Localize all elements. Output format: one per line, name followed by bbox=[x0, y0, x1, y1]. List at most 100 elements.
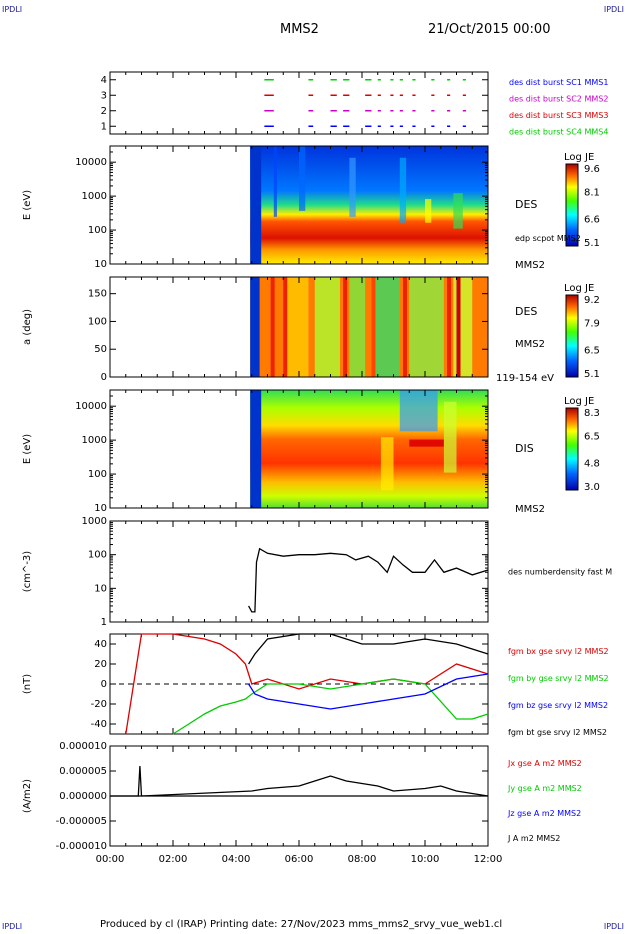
legend-entry-currents: Jz gse A m2 MMS2 bbox=[507, 809, 581, 818]
spectrogram-feature-dis_energy bbox=[399, 390, 438, 432]
y-axis-label: a (deg) bbox=[22, 309, 33, 345]
spectrogram-feature-des_pitch bbox=[314, 277, 340, 377]
panel-label-label: DIS bbox=[515, 442, 534, 455]
colorbar-tick-label: 5.1 bbox=[584, 238, 600, 249]
y-tick-label: 0 bbox=[101, 679, 107, 690]
y-tick-label: -0.000005 bbox=[56, 816, 107, 827]
spectrogram-stripe-des_pitch bbox=[283, 277, 288, 377]
colorbar-title: Log JE bbox=[564, 283, 594, 294]
burst-legend-entry: des dist burst SC1 MMS1 bbox=[509, 78, 608, 87]
x-tick-label: 04:00 bbox=[222, 854, 251, 865]
x-tick-label: 10:00 bbox=[411, 854, 440, 865]
y-tick-label: -0.000010 bbox=[56, 841, 107, 852]
x-tick-label: 02:00 bbox=[159, 854, 188, 865]
bottom-left-label: IPDLI bbox=[2, 922, 23, 931]
colorbar-tick-label: 8.3 bbox=[584, 408, 600, 419]
x-tick-label: 06:00 bbox=[285, 854, 314, 865]
top-left-label: IPDLI bbox=[2, 5, 23, 14]
y-tick-label: 50 bbox=[94, 344, 107, 355]
spectrogram-feature-des_pitch bbox=[286, 277, 309, 377]
y-tick-label: 1 bbox=[101, 617, 107, 628]
spacecraft-title: MMS2 bbox=[280, 22, 319, 37]
colorbar-tick-label: 4.8 bbox=[584, 459, 600, 470]
spectrogram-feature-dis_energy bbox=[380, 437, 394, 491]
colorbar-title: Log JE bbox=[564, 396, 594, 407]
y-axis-label: (A/m2) bbox=[22, 779, 33, 813]
y-tick-label: 1000 bbox=[82, 191, 107, 202]
y-tick-label: 3 bbox=[101, 90, 107, 101]
series-line-fgm bbox=[125, 633, 489, 735]
y-tick-label: 0.000005 bbox=[59, 766, 107, 777]
y-tick-label: 40 bbox=[94, 639, 107, 650]
panel-frame-density bbox=[109, 520, 489, 623]
series-line-currents bbox=[110, 765, 489, 797]
y-axis-label: (cm^-3) bbox=[22, 551, 33, 592]
burst-legend-entry: des dist burst SC4 MMS4 bbox=[509, 128, 608, 137]
panel-label-sc_label: MMS2 bbox=[515, 260, 545, 271]
spectrogram-onset-dis_energy bbox=[250, 390, 262, 508]
y-tick-label: 1000 bbox=[82, 435, 107, 446]
colorbar-title: Log JE bbox=[564, 152, 594, 163]
y-tick-label: 100 bbox=[88, 550, 107, 561]
colorbar-tick-label: 9.6 bbox=[584, 164, 600, 175]
y-axis-label: E (eV) bbox=[22, 434, 33, 464]
legend-entry-fgm: fgm bx gse srvy l2 MMS2 bbox=[508, 647, 609, 656]
spectrogram-feature-des_pitch bbox=[409, 277, 444, 377]
legend-entry-currents: Jy gse A m2 MMS2 bbox=[507, 784, 582, 793]
colorbar bbox=[565, 163, 579, 247]
spectrogram-feature-dis_energy bbox=[443, 401, 457, 473]
y-axis-label: (nT) bbox=[22, 674, 33, 694]
colorbar bbox=[565, 407, 579, 491]
spectrogram-feature-des_energy bbox=[453, 193, 463, 229]
y-tick-label: -40 bbox=[91, 719, 107, 730]
y-tick-label: 100 bbox=[88, 469, 107, 480]
y-tick-label: 1000 bbox=[82, 516, 107, 527]
y-tick-label: 2 bbox=[101, 106, 107, 117]
colorbar-tick-label: 3.0 bbox=[584, 482, 600, 493]
spectrogram-feature-des_energy bbox=[299, 146, 306, 211]
spectrogram-stripe-des_pitch bbox=[371, 277, 376, 377]
spectrogram-feature-dis_energy bbox=[409, 439, 444, 447]
panel-label-label: DES bbox=[515, 305, 537, 318]
spectrogram-feature-des_pitch bbox=[453, 277, 473, 377]
energy-range-label: 119-154 eV bbox=[496, 373, 554, 384]
top-right-label: IPDLI bbox=[603, 5, 624, 14]
spectrogram-stripe-des_pitch bbox=[343, 277, 348, 377]
series-line-fgm bbox=[172, 678, 489, 735]
spectrogram-stripe-des_pitch bbox=[402, 277, 407, 377]
colorbar-tick-label: 6.5 bbox=[584, 431, 600, 442]
series-line-density bbox=[248, 547, 489, 613]
legend-entry-density: des numberdensity fast M bbox=[508, 568, 612, 577]
spectrogram-stripe-des_pitch bbox=[456, 277, 461, 377]
y-tick-label: 10 bbox=[94, 583, 107, 594]
legend-entry-fgm: fgm by gse srvy l2 MMS2 bbox=[508, 674, 609, 683]
spectrogram-onset-des_energy bbox=[250, 146, 262, 264]
x-tick-label: 00:00 bbox=[96, 854, 125, 865]
spectrogram-stripe-des_pitch bbox=[270, 277, 275, 377]
colorbar bbox=[565, 294, 579, 378]
y-tick-label: 20 bbox=[94, 659, 107, 670]
y-axis-label: E (eV) bbox=[22, 190, 33, 220]
panel-label-sc_label: MMS2 bbox=[515, 504, 545, 515]
legend-entry-fgm: fgm bz gse srvy l2 MMS2 bbox=[508, 701, 608, 710]
panel-label-sc_label: MMS2 bbox=[515, 339, 545, 350]
date-title: 21/Oct/2015 00:00 bbox=[428, 22, 551, 37]
y-tick-label: 0.000010 bbox=[59, 741, 107, 752]
y-tick-label: 10 bbox=[94, 503, 107, 514]
colorbar-tick-label: 6.6 bbox=[584, 215, 600, 226]
y-tick-label: -20 bbox=[91, 699, 107, 710]
colorbar-tick-label: 9.2 bbox=[584, 295, 600, 306]
y-tick-label: 10 bbox=[94, 259, 107, 270]
spectrogram-feature-des_energy bbox=[425, 199, 432, 223]
legend-entry-currents: Jx gse A m2 MMS2 bbox=[507, 759, 582, 768]
spectrogram-feature-des_energy bbox=[349, 157, 356, 217]
legend-entry-currents: J A m2 MMS2 bbox=[507, 834, 560, 843]
legend-entry-fgm: fgm bt gse srvy l2 MMS2 bbox=[508, 728, 607, 737]
y-tick-label: 100 bbox=[88, 316, 107, 327]
y-tick-label: 0 bbox=[101, 372, 107, 383]
colorbar-tick-label: 8.1 bbox=[584, 187, 600, 198]
y-tick-label: 150 bbox=[88, 289, 107, 300]
spectrogram-stripe-des_pitch bbox=[447, 277, 452, 377]
y-tick-label: 1 bbox=[101, 121, 107, 132]
